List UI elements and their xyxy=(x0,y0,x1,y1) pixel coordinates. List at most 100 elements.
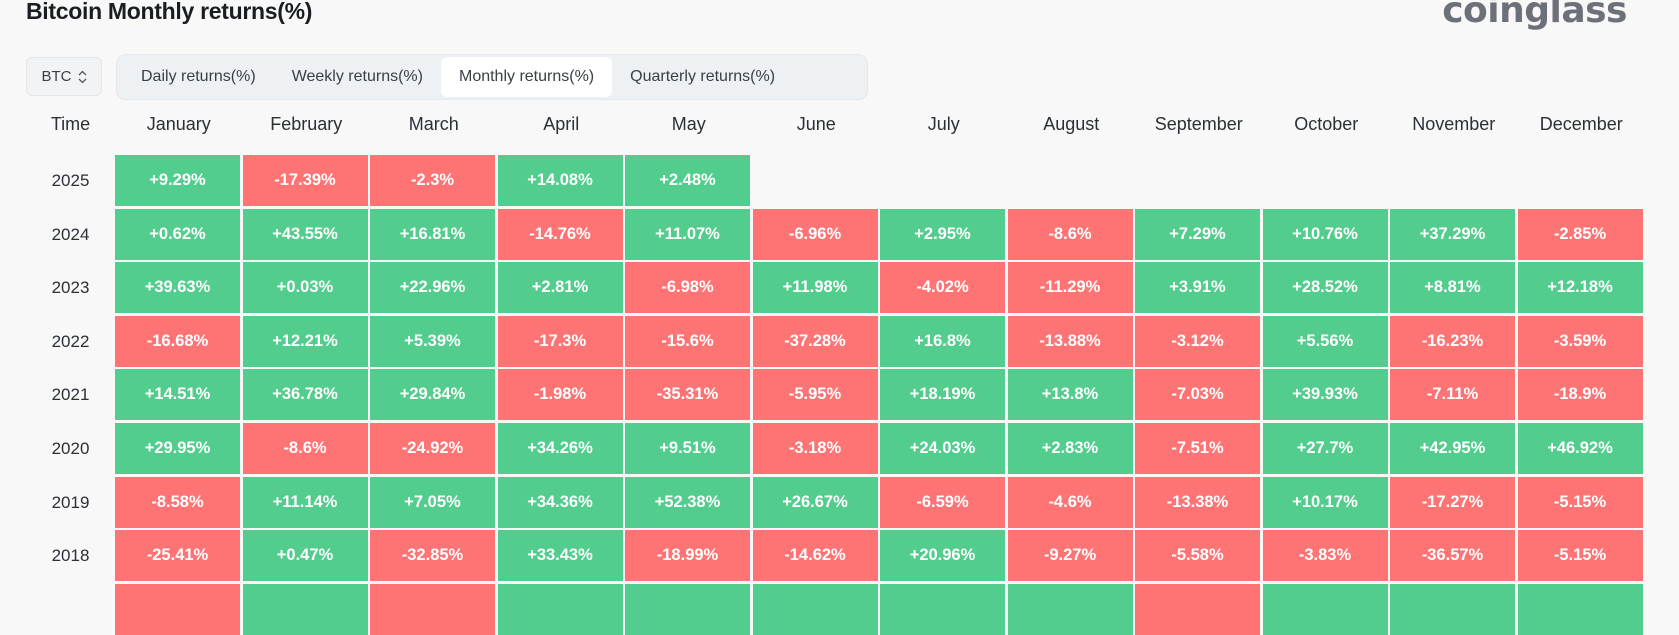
column-header-december: December xyxy=(1539,114,1623,134)
return-cell: +11.14% xyxy=(242,476,368,528)
tab-quarterly-returns[interactable]: Quarterly returns(%) xyxy=(630,68,776,85)
return-cell: -17.3% xyxy=(497,315,623,367)
return-cell: +12.21% xyxy=(242,315,368,367)
return-cell: -8.6% xyxy=(242,423,368,474)
page-title: Bitcoin Monthly returns(%) xyxy=(26,0,313,24)
chevron-up-down-icon xyxy=(78,70,87,84)
return-cell: +7.05% xyxy=(370,476,495,528)
return-cell xyxy=(880,583,1005,635)
return-cell: +24.03% xyxy=(880,423,1005,474)
return-cell: +43.55% xyxy=(242,208,368,260)
year-label: 2023 xyxy=(51,278,90,298)
return-cell: -37.28% xyxy=(752,315,878,367)
return-cell: +33.43% xyxy=(497,530,623,582)
return-cell: -17.27% xyxy=(1390,476,1515,528)
year-label: 2025 xyxy=(51,171,90,190)
return-cell: -25.41% xyxy=(115,530,240,582)
return-cell: -9.27% xyxy=(1007,530,1133,582)
return-cell: +27.7% xyxy=(1262,423,1388,474)
tab-weekly-returns[interactable]: Weekly returns(%) xyxy=(291,68,423,85)
column-header-november: November xyxy=(1412,114,1496,134)
column-header-april: April xyxy=(543,114,580,134)
return-cell: -13.38% xyxy=(1135,476,1260,528)
return-cell: -5.95% xyxy=(752,369,878,421)
return-cell: +34.26% xyxy=(497,423,623,474)
return-cell: -3.18% xyxy=(752,423,878,474)
return-cell: -6.98% xyxy=(625,262,750,314)
return-cell: -18.9% xyxy=(1517,369,1643,421)
year-label: 2021 xyxy=(51,385,90,405)
return-cell: +36.78% xyxy=(242,369,368,421)
return-cell: +2.81% xyxy=(497,262,623,314)
return-cell: +7.29% xyxy=(1135,208,1260,260)
return-cell: -7.11% xyxy=(1390,369,1515,421)
return-cell xyxy=(1390,583,1515,635)
return-cell: -4.6% xyxy=(1007,476,1133,528)
return-cell: +10.76% xyxy=(1262,208,1388,260)
return-cell: -5.15% xyxy=(1517,530,1643,582)
column-header-january: January xyxy=(146,114,211,134)
return-cell: +11.98% xyxy=(752,262,878,314)
return-cell: +29.84% xyxy=(370,369,495,421)
return-cell: -6.96% xyxy=(752,208,878,260)
return-cell: -18.99% xyxy=(625,530,750,582)
return-cell: +14.08% xyxy=(497,155,623,206)
return-cell: -36.57% xyxy=(1390,530,1515,582)
return-cell: +10.17% xyxy=(1262,476,1388,528)
return-cell: -8.58% xyxy=(115,476,240,528)
return-cell: +16.81% xyxy=(370,208,495,260)
column-header-october: October xyxy=(1294,114,1359,134)
return-cell: -8.6% xyxy=(1007,208,1133,260)
return-cell xyxy=(752,583,878,635)
return-cell: +12.18% xyxy=(1517,262,1643,314)
return-cell: +20.96% xyxy=(880,530,1005,582)
return-cell: -5.15% xyxy=(1517,476,1643,528)
return-cell xyxy=(497,583,623,635)
return-cell: -35.31% xyxy=(625,369,750,421)
return-cell: -16.68% xyxy=(115,315,240,367)
return-cell: -13.88% xyxy=(1007,315,1133,367)
return-cell xyxy=(115,583,240,635)
year-label: 2018 xyxy=(51,546,90,566)
return-cell: -2.85% xyxy=(1517,208,1643,260)
return-cell: +39.93% xyxy=(1262,369,1388,421)
return-cell: -14.62% xyxy=(752,530,878,582)
return-cell: -11.29% xyxy=(1007,262,1133,314)
return-cell: +9.29% xyxy=(115,155,240,206)
asset-select[interactable]: BTC xyxy=(26,57,102,96)
return-cell: -7.51% xyxy=(1135,423,1260,474)
returns-tab-bar: Daily returns(%) Weekly returns(%) Month… xyxy=(116,54,868,100)
tab-daily-returns[interactable]: Daily returns(%) xyxy=(141,68,256,85)
return-cell: +16.8% xyxy=(880,315,1005,367)
return-cell: -15.6% xyxy=(625,315,750,367)
year-label: 2020 xyxy=(51,439,90,458)
return-cell: -1.98% xyxy=(497,369,623,421)
return-cell xyxy=(1517,583,1643,635)
return-cell: +52.38% xyxy=(625,476,750,528)
column-header-july: July xyxy=(927,114,960,134)
coinglass-logo: coinglass xyxy=(1442,0,1627,31)
return-cell: -32.85% xyxy=(370,530,495,582)
return-cell: +2.48% xyxy=(625,155,750,206)
return-cell: +42.95% xyxy=(1390,423,1515,474)
return-cell: -6.59% xyxy=(880,476,1005,528)
return-cell: -5.58% xyxy=(1135,530,1260,582)
column-header-february: February xyxy=(270,114,343,134)
column-header-may: May xyxy=(671,114,706,134)
return-cell: +3.91% xyxy=(1135,262,1260,314)
return-cell xyxy=(1007,583,1133,635)
column-header-march: March xyxy=(408,114,459,134)
return-cell: +22.96% xyxy=(370,262,495,314)
return-cell: +8.81% xyxy=(1390,262,1515,314)
return-cell: -14.76% xyxy=(497,208,623,260)
return-cell: +2.83% xyxy=(1007,423,1133,474)
return-cell: +13.8% xyxy=(1007,369,1133,421)
return-cell: +2.95% xyxy=(880,208,1005,260)
column-header-june: June xyxy=(796,114,836,134)
return-cell xyxy=(370,583,495,635)
return-cell: +0.62% xyxy=(115,208,240,260)
return-cell: +29.95% xyxy=(115,423,240,474)
return-cell: +5.39% xyxy=(370,315,495,367)
return-cell: -4.02% xyxy=(880,262,1005,314)
tab-monthly-returns[interactable]: Monthly returns(%) xyxy=(440,57,613,97)
